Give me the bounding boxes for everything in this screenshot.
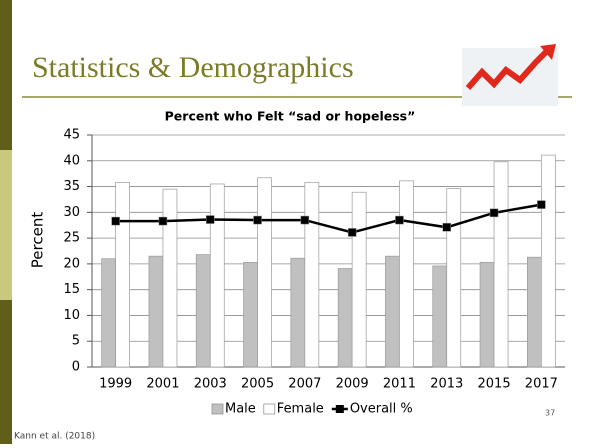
y-tick-label: 25 <box>63 231 80 246</box>
bar <box>148 255 164 368</box>
bar <box>195 254 211 368</box>
citation: Kann et al. (2018) <box>14 432 95 442</box>
line-marker <box>158 216 168 226</box>
line-marker <box>537 200 546 209</box>
bar <box>115 182 131 368</box>
line-marker <box>111 216 120 226</box>
x-tick-label: 2003 <box>194 377 227 392</box>
y-tick-label: 45 <box>63 128 80 143</box>
legend-swatch <box>211 403 224 415</box>
bar <box>162 188 178 368</box>
trend-icon <box>462 44 558 106</box>
line-marker <box>300 215 310 225</box>
bar <box>385 255 400 368</box>
chart-title: Percent who Felt “sad or hopeless” <box>165 109 416 124</box>
x-tick-label: 1999 <box>99 377 132 392</box>
line-marker <box>347 228 357 237</box>
bar <box>257 177 272 368</box>
y-tick-label: 15 <box>63 282 80 297</box>
bar <box>399 180 414 368</box>
bar <box>304 182 320 368</box>
x-tick-label: 2007 <box>288 377 321 392</box>
y-tick-label: 5 <box>72 334 80 349</box>
y-tick-label: 40 <box>63 153 80 168</box>
bar <box>209 183 225 368</box>
legend-marker <box>335 405 344 413</box>
line-marker <box>489 208 499 218</box>
slide-title: Statistics & Demographics <box>32 51 354 84</box>
bar <box>479 261 495 368</box>
x-tick-label: 2017 <box>525 377 558 392</box>
bar <box>243 261 258 368</box>
bar <box>351 191 367 368</box>
side-stripe-light <box>0 150 12 300</box>
legend-label: Overall % <box>350 402 413 417</box>
page-number: 37 <box>545 409 555 418</box>
x-tick-label: 2015 <box>478 377 511 392</box>
x-tick-label: 2013 <box>430 377 463 392</box>
x-tick-label: 2001 <box>146 377 179 392</box>
line-marker <box>395 215 404 225</box>
y-tick-label: 10 <box>63 308 80 323</box>
x-tick-label: 2011 <box>383 377 416 392</box>
bar <box>337 268 353 368</box>
bar <box>290 257 306 368</box>
line-marker <box>206 215 215 224</box>
bar <box>493 161 509 368</box>
legend-label: Male <box>225 402 256 417</box>
y-axis-label: Percent <box>29 212 47 269</box>
legend-swatch <box>263 403 276 415</box>
y-tick-label: 30 <box>63 205 80 220</box>
bar <box>540 154 556 368</box>
y-tick-label: 35 <box>63 179 80 194</box>
y-tick-label: 20 <box>63 256 80 271</box>
bar <box>446 188 462 368</box>
x-tick-label: 2005 <box>241 377 274 392</box>
y-tick-label: 0 <box>72 360 80 375</box>
legend-label: Female <box>277 402 324 417</box>
bar <box>432 265 448 368</box>
line-marker <box>253 215 262 225</box>
bar <box>526 256 542 368</box>
line-marker <box>442 223 451 232</box>
x-tick-label: 2009 <box>336 377 369 392</box>
line <box>115 203 542 234</box>
bar <box>101 258 117 368</box>
